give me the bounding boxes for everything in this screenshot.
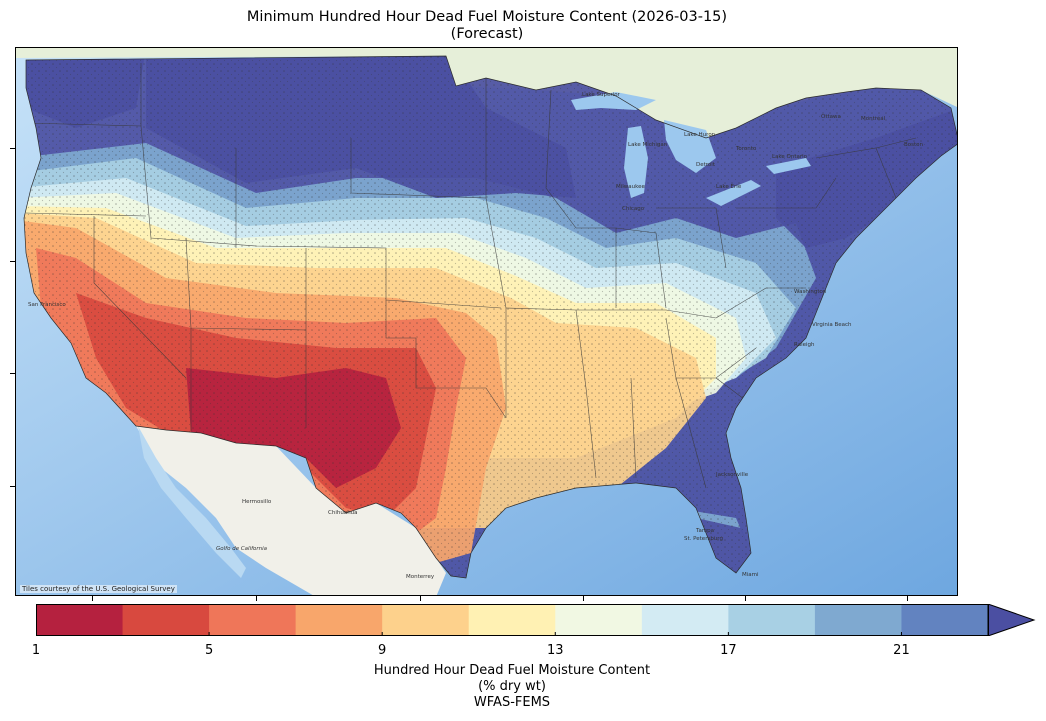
place-label: Lake Erie [716,184,742,190]
colorbar-label-line-3: WFAS-FEMS [473,695,551,710]
place-label: Lake Superior [582,92,621,98]
y-axis-tick [10,486,15,487]
colorbar-segment [641,604,729,636]
x-axis-tick [583,596,584,601]
colorbar-extend-arrow [987,604,1036,636]
colorbar-label: Hundred Hour Dead Fuel Moisture Content … [0,663,1024,711]
x-axis-tick [92,596,93,601]
x-axis-tick [745,596,746,601]
colorbar-tick-label: 21 [893,643,910,658]
gulf-of-california [138,426,246,578]
x-axis-tick [907,596,908,601]
place-label: Raleigh [794,342,815,348]
colorbar-label-line-2: (% dry wt) [478,679,546,694]
state-borders [25,63,917,489]
y-axis-tick [10,261,15,262]
colorbar-segment [122,604,210,636]
lake-ontario [766,158,811,174]
colorbar-segment [382,604,470,636]
x-axis-tick [256,596,257,601]
place-label: Miami [742,572,759,578]
place-label: Lake Ontario [772,154,808,160]
title-line-2: (Forecast) [450,26,524,42]
place-label: St. Petersburg [684,536,723,542]
place-label: Monterrey [406,574,435,580]
title-line-1: Minimum Hundred Hour Dead Fuel Moisture … [246,9,728,25]
colorbar-border [36,604,989,636]
place-label: Detroit [696,162,716,168]
colorbar-tick-label: 9 [378,643,387,658]
colorbar-tick-label: 5 [204,643,214,658]
place-label: Chihuahua [328,510,358,516]
place-label: Chicago [622,206,645,212]
colorbar-label-line-1: Hundred Hour Dead Fuel Moisture Content [373,663,651,678]
place-label: Montréal [861,115,886,122]
colorbar [36,604,1036,636]
place-label: Jacksonville [715,472,749,478]
figure-title: Minimum Hundred Hour Dead Fuel Moisture … [0,9,974,43]
place-label: Golfo de California [216,546,268,552]
lake-huron [664,120,716,173]
colorbar-segment [209,604,297,636]
y-axis-tick [10,373,15,374]
colorbar-segment [36,604,124,636]
colorbar-segment [901,604,989,636]
map-panel[interactable]: Lake Superior Lake Michigan Lake Huron L… [15,47,958,596]
colorbar-tick-label: 13 [546,643,564,658]
mexico-land [136,426,446,595]
place-label: Tampa [695,528,714,534]
canada-land [16,48,957,138]
place-label: Toronto [735,146,757,152]
place-label: Milwaukee [616,184,646,190]
colorbar-segment [728,604,816,636]
lake-erie [706,180,761,206]
lake-superior [571,92,656,110]
lake-michigan [624,126,648,198]
place-label: Lake Huron [684,132,716,138]
place-label: Ottawa [821,114,841,120]
place-label: San Francisco [28,302,66,308]
place-label: Washington [794,289,827,295]
y-axis-tick [10,148,15,149]
colorbar-segment [814,604,902,636]
x-axis-tick [420,596,421,601]
place-label: Lake Michigan [628,142,668,148]
place-label: Virginia Beach [812,322,852,328]
colorbar-segment [468,604,556,636]
place-label: Hermosillo [242,499,272,505]
map-attribution: Tiles courtesy of the U.S. Geological Su… [20,585,177,593]
colorbar-segment [555,604,643,636]
colorbar-segment [295,604,383,636]
fuel-moisture-map[interactable]: Lake Superior Lake Michigan Lake Huron L… [16,48,958,596]
place-label: Boston [904,142,924,148]
colorbar-tick-label: 17 [720,643,737,658]
place-labels: Lake Superior Lake Michigan Lake Huron L… [28,92,924,580]
colorbar-tick-label: 1 [31,643,41,658]
